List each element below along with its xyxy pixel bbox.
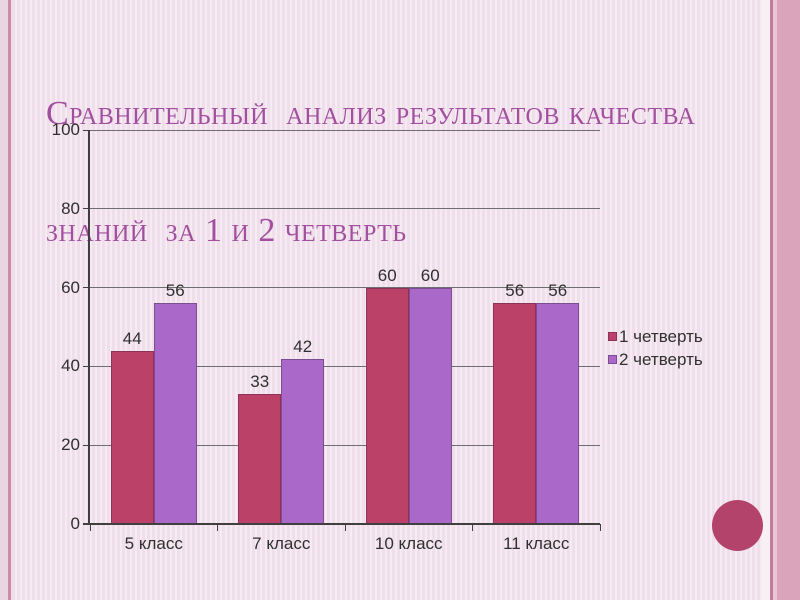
x-tick: [344, 524, 346, 531]
y-tick-label: 0: [70, 514, 80, 533]
bar-1-четверть-11-класс: [493, 303, 537, 524]
y-tick: [83, 287, 90, 289]
title-line-2: знаний за 1 и 2 четверть: [46, 212, 407, 249]
category-label: 7 класс: [252, 534, 311, 553]
data-label: 56: [165, 281, 185, 301]
x-tick: [89, 524, 91, 531]
legend-swatch-icon: [608, 355, 617, 364]
category-label: 11 класс: [503, 534, 570, 553]
y-gridline: [90, 208, 600, 210]
x-tick: [217, 524, 218, 531]
x-tick: [472, 524, 473, 531]
legend-item: 2 четверть: [608, 348, 703, 371]
data-label: 33: [250, 371, 270, 391]
data-label: 56: [505, 281, 525, 301]
data-label: 44: [122, 328, 142, 348]
bar-2-четверть-10-класс: [408, 287, 452, 524]
y-tick: [83, 129, 90, 131]
y-gridline: [90, 129, 600, 131]
bar-2-четверть-11-класс: [536, 303, 580, 524]
legend-label: 1 четверть: [619, 326, 703, 346]
title-line-1: Сравнительный анализ результатов качеств…: [46, 95, 696, 132]
y-gridline: [90, 287, 600, 289]
left-border-band: [0, 0, 8, 600]
legend-label: 2 четверть: [619, 349, 703, 369]
x-tick: [599, 524, 601, 531]
right-border-line: [770, 0, 773, 600]
right-border-band: [777, 0, 800, 600]
y-gridline: [90, 365, 600, 367]
y-axis: [88, 130, 90, 525]
y-tick: [83, 365, 90, 367]
data-label: 60: [377, 265, 397, 285]
category-label: 5 класс: [124, 534, 183, 553]
x-axis: [83, 523, 600, 525]
y-tick-label: 60: [61, 277, 80, 297]
data-label: 42: [293, 336, 313, 356]
y-tick-label: 80: [61, 198, 80, 218]
bar-2-четверть-7-класс: [281, 358, 325, 524]
accent-circle: [712, 500, 763, 551]
category-label: 10 класс: [374, 534, 443, 553]
y-tick: [83, 444, 90, 446]
bar-1-четверть-10-класс: [365, 287, 409, 524]
y-gridline: [90, 444, 600, 446]
y-tick: [83, 208, 90, 210]
bar-2-четверть-5-класс: [153, 303, 197, 524]
chart-legend: 1 четверть 2 четверть: [608, 325, 703, 371]
data-label: 60: [420, 265, 440, 285]
bar-1-четверть-5-класс: [110, 350, 154, 524]
right-border-stripe: [762, 0, 770, 600]
left-border-soft: [11, 0, 13, 600]
y-tick-label: 40: [61, 356, 80, 376]
legend-item: 1 четверть: [608, 325, 703, 348]
left-border-line: [8, 0, 11, 600]
data-label: 56: [548, 281, 568, 301]
y-tick-label: 20: [61, 435, 80, 455]
bar-1-четверть-7-класс: [238, 393, 282, 524]
slide-title: Сравнительный анализ результатов качеств…: [46, 16, 746, 328]
legend-swatch-icon: [608, 332, 617, 341]
y-tick-label: 100: [51, 120, 80, 139]
right-border-soft: [773, 0, 777, 600]
